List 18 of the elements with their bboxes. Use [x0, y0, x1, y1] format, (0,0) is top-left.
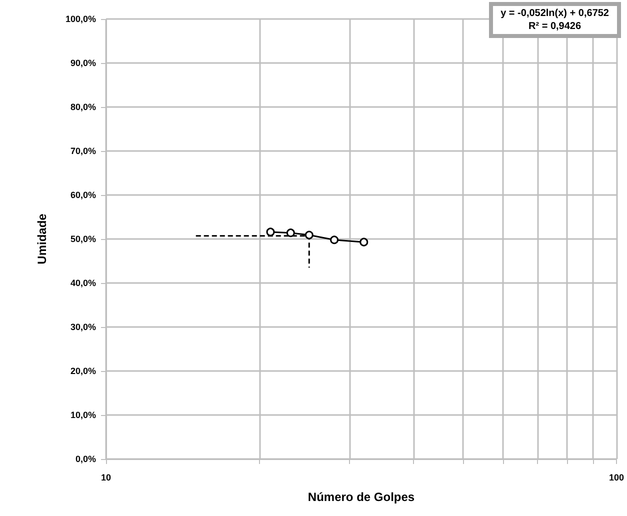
equation-box: y = -0,052ln(x) + 0,6752 R² = 0,9426	[488, 2, 621, 38]
y-tick-label: 50,0%	[70, 234, 96, 244]
x-axis-title: Número de Golpes	[308, 490, 415, 504]
y-tick-label: 80,0%	[70, 102, 96, 112]
y-tick-label: 10,0%	[70, 410, 96, 420]
x-tick-label: 100	[608, 472, 624, 482]
y-tick-label: 100,0%	[65, 14, 96, 24]
y-tick-label: 40,0%	[70, 278, 96, 288]
y-tick-label: 90,0%	[70, 58, 96, 68]
y-tick-label: 30,0%	[70, 322, 96, 332]
annotation: y = -0,052ln(x) + 0,6752	[500, 7, 609, 20]
x-tick-label: 10	[100, 472, 112, 482]
y-tick-label: 20,0%	[70, 366, 96, 376]
y-tick-label: 0,0%	[75, 454, 96, 464]
y-axis-title: Umidade	[35, 213, 49, 264]
y-tick-label: 70,0%	[70, 146, 96, 156]
annotation: R² = 0,9426	[528, 20, 582, 33]
y-tick-label: 60,0%	[70, 190, 96, 200]
